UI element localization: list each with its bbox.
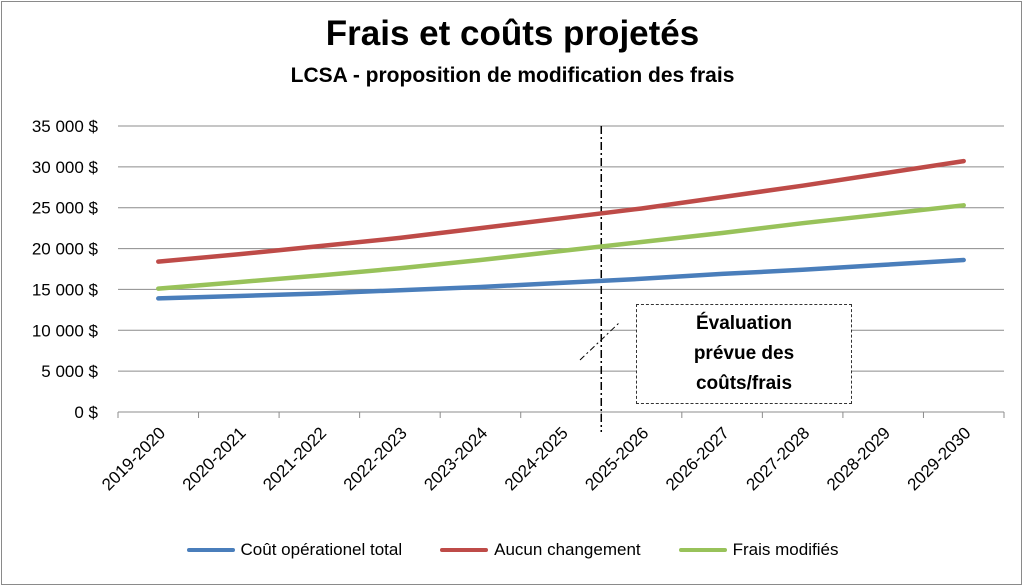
x-tick-label: 2021-2022 xyxy=(259,423,330,494)
x-tick-label: 2025-2026 xyxy=(581,423,652,494)
y-tick-label: 20 000 $ xyxy=(32,240,99,259)
x-tick-label: 2028-2029 xyxy=(823,423,894,494)
legend-item: Aucun changement xyxy=(440,540,641,560)
x-tick-label: 2029-2030 xyxy=(904,423,975,494)
annotation-box: Évaluation prévue des coûts/frais xyxy=(636,304,852,404)
series-line-2 xyxy=(156,203,966,291)
y-tick-label: 15 000 $ xyxy=(32,280,99,299)
chart-subtitle: LCSA - proposition de modification des f… xyxy=(290,64,735,87)
x-tick-label: 2020-2021 xyxy=(179,423,250,494)
legend-swatch xyxy=(678,548,727,552)
legend-label: Frais modifiés xyxy=(732,540,839,559)
line-chart: 0 $ 5 000 $ 10 000 $ 15 000 $ 20 000 $ 25 000… xyxy=(32,117,1005,494)
y-tick-label: 10 000 $ xyxy=(32,321,99,340)
gridlines xyxy=(118,125,1004,413)
y-tick-label: 25 000 $ xyxy=(32,199,99,218)
x-tick-label: 2027-2028 xyxy=(743,423,814,494)
annotation-text: Évaluation prévue des coûts/frais xyxy=(693,313,795,394)
x-tick-label: 2022-2023 xyxy=(340,423,411,494)
x-tick-label: 2023-2024 xyxy=(420,423,491,494)
legend-item: Frais modifiés xyxy=(678,540,839,560)
x-tick-label: 2019-2020 xyxy=(98,423,169,494)
y-tick-label: 30 000 $ xyxy=(32,158,99,177)
x-tick-label: 2026-2027 xyxy=(662,423,733,494)
annotation-connector xyxy=(579,321,621,361)
legend-swatch xyxy=(440,548,489,552)
legend-label: Aucun changement xyxy=(494,540,641,559)
legend-swatch xyxy=(186,548,235,552)
legend: Coût opérationel total Aucun changement Fr… xyxy=(0,540,1025,560)
series-line-1 xyxy=(156,158,966,264)
y-tick-label: 0 $ xyxy=(74,403,98,422)
chart-title: Frais et coûts projetés xyxy=(325,14,700,53)
y-tick-label: 5 000 $ xyxy=(41,362,98,381)
y-axis-ticks: 0 $ 5 000 $ 10 000 $ 15 000 $ 20 000 $ 25 000… xyxy=(32,117,99,422)
x-axis-ticks: 2019-2020 2020-2021 2021-2022 2022-2023 2023… xyxy=(98,412,1005,494)
series-line-0 xyxy=(156,257,966,301)
legend-label: Coût opérationel total xyxy=(240,540,403,559)
legend-item: Coût opérationel total xyxy=(186,540,403,560)
y-tick-label: 35 000 $ xyxy=(32,117,99,136)
series-lines xyxy=(156,158,966,301)
x-tick-label: 2024-2025 xyxy=(501,423,572,494)
evaluation-marker xyxy=(579,126,621,432)
